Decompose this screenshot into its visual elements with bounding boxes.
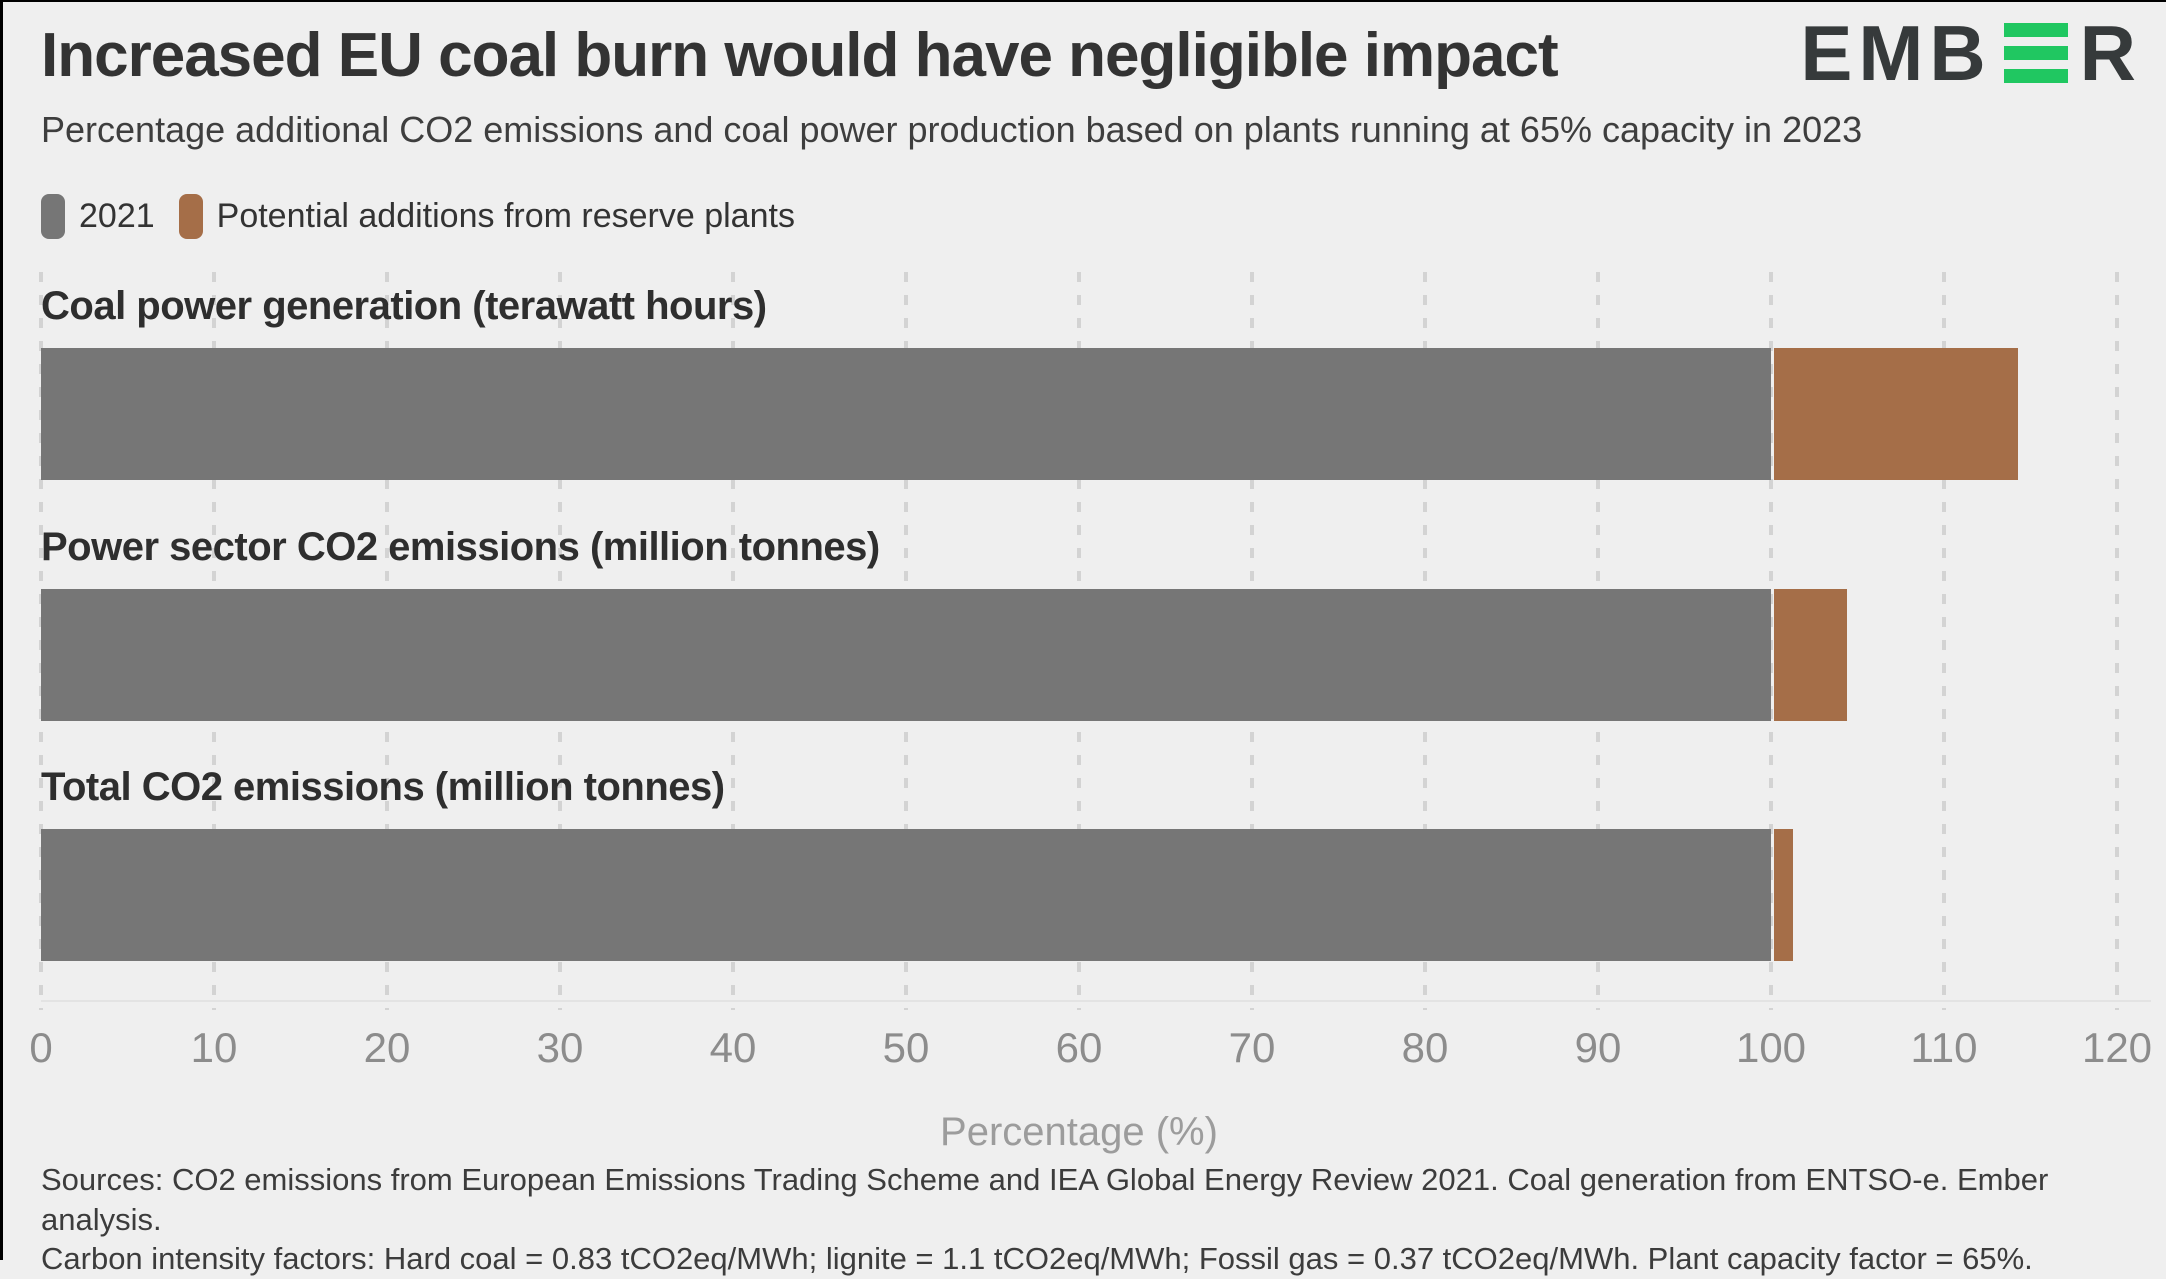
ember-logo: EMB R bbox=[1800, 14, 2142, 92]
logo-text-right: R bbox=[2079, 9, 2142, 97]
x-axis-title: Percentage (%) bbox=[940, 1110, 1218, 1154]
gridline-110 bbox=[1942, 272, 1946, 1010]
gridline-120 bbox=[2115, 272, 2119, 1010]
legend-swatch-2021 bbox=[41, 194, 65, 239]
chart-title: Increased EU coal burn would have neglig… bbox=[41, 21, 1559, 90]
legend-label-2021: 2021 bbox=[79, 197, 155, 235]
x-axis-ticks: 0 10 20 30 40 50 60 70 80 90 100 110 120 bbox=[29, 1014, 2153, 1074]
x-tick-60: 60 bbox=[1055, 1024, 1103, 1071]
x-tick-70: 70 bbox=[1228, 1024, 1276, 1071]
bar-additions-segment bbox=[1774, 348, 2019, 480]
x-tick-50: 50 bbox=[882, 1024, 930, 1071]
chart-legend: 2021 Potential additions from reserve pl… bbox=[41, 194, 795, 239]
x-tick-80: 80 bbox=[1401, 1024, 1449, 1071]
bar-2021-segment bbox=[41, 589, 1771, 721]
x-tick-110: 110 bbox=[1910, 1024, 1978, 1071]
bar-2021-segment bbox=[41, 348, 1771, 480]
source-line-1: Sources: CO2 emissions from European Emi… bbox=[41, 1162, 2049, 1237]
bar-additions-segment bbox=[1774, 829, 1794, 961]
bar-label: Coal power generation (terawatt hours) bbox=[41, 284, 767, 328]
x-tick-0: 0 bbox=[29, 1024, 53, 1071]
x-tick-10: 10 bbox=[190, 1024, 238, 1071]
logo-green-e-icon bbox=[2003, 23, 2068, 83]
bar-label: Power sector CO2 emissions (million tonn… bbox=[41, 525, 880, 569]
legend-label-additions: Potential additions from reserve plants bbox=[216, 197, 795, 235]
plot-area: Coal power generation (terawatt hours) Po… bbox=[39, 272, 2151, 1010]
chart-subtitle: Percentage additional CO2 emissions and … bbox=[41, 109, 1863, 150]
x-tick-20: 20 bbox=[363, 1024, 411, 1071]
legend-swatch-additions bbox=[178, 194, 203, 239]
source-line-2: Carbon intensity factors: Hard coal = 0.… bbox=[41, 1241, 2033, 1277]
x-tick-40: 40 bbox=[709, 1024, 757, 1071]
bar-2021-segment bbox=[41, 829, 1771, 961]
gridline-100 bbox=[1769, 272, 1773, 1010]
logo-text-left: EMB bbox=[1800, 9, 1992, 97]
source-notes: Sources: CO2 emissions from European Emi… bbox=[41, 1160, 2166, 1279]
x-tick-100: 100 bbox=[1735, 1024, 1807, 1071]
bar-label: Total CO2 emissions (million tonnes) bbox=[41, 765, 725, 809]
bar-additions-segment bbox=[1774, 589, 1848, 721]
x-tick-90: 90 bbox=[1574, 1024, 1622, 1071]
x-axis-line bbox=[41, 1000, 2151, 1002]
x-tick-120: 120 bbox=[2081, 1024, 2153, 1071]
x-tick-30: 30 bbox=[536, 1024, 584, 1071]
